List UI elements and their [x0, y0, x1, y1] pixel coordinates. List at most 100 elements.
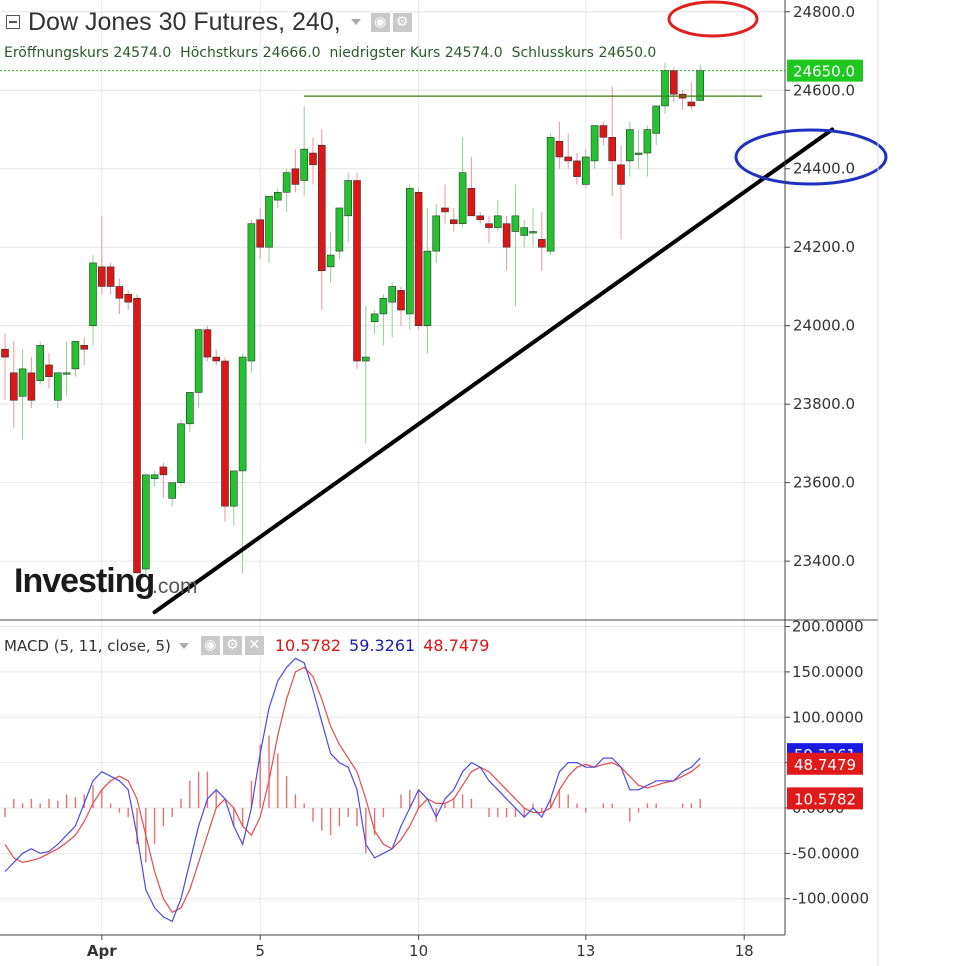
chart-title-row: Dow Jones 30 Futures, 240, ◉ ⚙ [6, 8, 415, 36]
macd-value-label: 10.5782 [794, 790, 856, 808]
candle-body [53, 372, 62, 401]
candle-body [89, 262, 97, 326]
candle-body [520, 227, 529, 236]
candle-body [573, 160, 581, 177]
candle-body [221, 360, 229, 507]
chevron-down-icon[interactable] [350, 19, 361, 25]
candle-body [493, 215, 502, 228]
price-tick-label: 23800.0 [793, 395, 855, 413]
chevron-down-icon[interactable] [178, 642, 189, 649]
macd-title-row: MACD (5, 11, close, 5) ◉ ⚙ ✕ 10.5782 59.… [4, 636, 489, 655]
candle-body [300, 148, 309, 181]
x-tick-label: 10 [409, 942, 428, 960]
candle-body [581, 156, 590, 185]
candle-body [687, 101, 696, 107]
candle-body [309, 152, 317, 166]
candle-body [142, 474, 150, 570]
x-tick-label: 5 [255, 942, 265, 960]
price-tick-label: 24200.0 [793, 238, 855, 256]
candle-body [696, 70, 705, 101]
candle-body [502, 223, 511, 248]
high-value: 24666.0 [262, 45, 321, 61]
ohlc-readout: Eröffnungskurs 24574.0 Höchstkurs 24666.… [4, 45, 656, 61]
macd-histogram-value: 10.5782 [274, 636, 342, 655]
candle-body [529, 231, 537, 234]
candle-body [485, 223, 493, 228]
candle-body [361, 356, 370, 362]
annotations [152, 0, 888, 615]
candle-body [458, 172, 467, 224]
x-tick-label: 18 [735, 942, 754, 960]
candle-body [159, 466, 168, 476]
macd-plot [4, 657, 701, 923]
candle-body [98, 266, 106, 287]
collapse-icon[interactable] [6, 15, 20, 29]
candle-body [617, 164, 625, 185]
candle-series [1, 62, 705, 577]
macd-tick-label: -100.0000 [792, 890, 869, 908]
candle-body [537, 239, 546, 248]
chart-title: Dow Jones 30 Futures, 240, [28, 7, 341, 36]
candle-body [625, 129, 634, 162]
candle-body [397, 290, 405, 311]
candle-body [80, 345, 88, 350]
candle-body [273, 191, 282, 201]
price-tick-label: 24600.0 [793, 81, 855, 99]
last-price-box [787, 59, 863, 82]
macd-line [4, 657, 701, 923]
candle-body [634, 152, 643, 155]
open-label: Eröffnungskurs [4, 45, 109, 61]
candle-body [546, 137, 555, 252]
candle-body [62, 372, 71, 375]
candle-body [230, 470, 238, 507]
candle-body [643, 129, 652, 154]
candle-body [247, 223, 256, 362]
candle-body [256, 219, 265, 248]
close-icon[interactable]: ✕ [244, 636, 264, 655]
candle-body [449, 219, 458, 224]
grid-lines [0, 0, 785, 935]
candle-body [423, 250, 432, 326]
candle-body [652, 105, 661, 134]
candle-body [168, 482, 176, 499]
candle-body [203, 329, 212, 358]
candle-body [555, 140, 564, 158]
candle-body [379, 297, 388, 315]
trend-line [152, 127, 835, 615]
eye-icon[interactable]: ◉ [200, 636, 220, 655]
macd-value-box [787, 787, 863, 810]
candle-body [326, 254, 335, 268]
candle-body [115, 286, 124, 299]
macd-title: MACD (5, 11, close, 5) [4, 636, 171, 655]
price-tick-label: 23400.0 [793, 552, 855, 570]
macd-tick-label: -50.0000 [792, 844, 859, 862]
gear-icon[interactable]: ⚙ [222, 636, 242, 655]
candle-body [511, 215, 520, 232]
candle-body [18, 368, 27, 397]
candle-body [238, 356, 247, 472]
low-label: niedrigster Kurs [329, 45, 441, 61]
candle-body [441, 207, 449, 213]
candle-body [212, 356, 220, 362]
candle-body [150, 474, 159, 480]
candle-body [344, 180, 353, 217]
gear-icon[interactable]: ⚙ [392, 12, 412, 32]
candle-body [388, 286, 397, 303]
open-value: 24574.0 [113, 45, 172, 61]
eye-icon[interactable]: ◉ [370, 12, 390, 32]
investing-logo-suffix: .com [152, 575, 198, 598]
candle-body [194, 329, 203, 393]
candle-body [71, 341, 80, 370]
candle-body [661, 70, 669, 107]
x-tick-label: Apr [87, 942, 117, 960]
candle-body [432, 215, 441, 252]
candle-body [265, 195, 273, 248]
blue-circle-annotation [734, 128, 888, 186]
candle-body [106, 266, 115, 287]
candle-body [353, 180, 361, 362]
candle-body [317, 144, 326, 272]
candle-body [335, 207, 344, 252]
price-tick-label: 24800.0 [793, 3, 855, 21]
candle-body [669, 70, 678, 95]
last-price-label: 24650.0 [793, 63, 855, 81]
